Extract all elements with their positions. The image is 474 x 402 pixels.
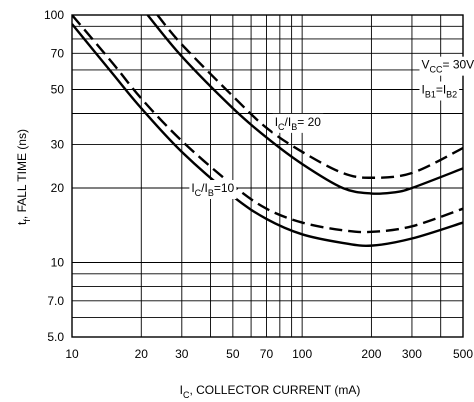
plot-frame	[71, 14, 464, 338]
x-tick-label: 20	[135, 347, 149, 361]
x-tick-label: 500	[453, 347, 473, 361]
series-line-2	[72, 15, 463, 234]
annotation-bg	[419, 56, 474, 76]
series-line-4	[156, 15, 463, 179]
chart-curves	[72, 15, 463, 247]
annotation-ratio20: IC/IB= 20	[272, 113, 324, 133]
y-tick-label: 30	[51, 137, 65, 151]
y-tick-label: 5.0	[47, 330, 64, 344]
annotation-vcc: VCC= 30V	[419, 56, 474, 76]
x-axis-label: IC, COLLECTOR CURRENT (mA)	[180, 383, 361, 400]
x-tick-label: 30	[175, 347, 189, 361]
y-tick-label: 7.0	[47, 294, 64, 308]
y-tick-label: 50	[51, 83, 65, 97]
y-tick-label: 20	[51, 181, 65, 195]
y-axis-label: tf, FALL TIME (ns)	[15, 129, 32, 225]
annotation-ratio10: IC/IB=10	[189, 179, 237, 199]
x-tick-label: 300	[402, 347, 422, 361]
series-line-3	[146, 15, 463, 195]
x-tick-label: 10	[65, 347, 79, 361]
annotation-text: IB1=IB2	[421, 83, 457, 100]
y-tick-label: 10	[51, 255, 65, 269]
y-tick-label: 100	[44, 8, 64, 22]
annotation-bg	[272, 113, 324, 133]
x-tick-label: 50	[226, 347, 240, 361]
x-tick-label: 200	[361, 347, 381, 361]
annotation-ib: IB1=IB2	[419, 81, 460, 101]
annotation-text: IC/IB=10	[191, 181, 234, 198]
y-tick-labels: 5.0 7.0 10 20 30 50 70 100	[44, 8, 64, 344]
x-tick-label: 70	[260, 347, 274, 361]
series-line-1	[72, 23, 463, 247]
annotation-bg	[189, 179, 237, 199]
x-tick-label: 100	[292, 347, 312, 361]
annotation-text: VCC= 30V	[421, 58, 474, 75]
y-tick-label: 70	[51, 46, 65, 60]
annotation-bg	[419, 81, 460, 101]
annotation-text: IC/IB= 20	[275, 115, 322, 132]
x-tick-labels: 10 20 30 50 70 100 200 300 500	[65, 347, 473, 361]
chart-annotations: VCC= 30V IB1=IB2 IC/IB= 20 IC/IB=10	[189, 56, 474, 199]
